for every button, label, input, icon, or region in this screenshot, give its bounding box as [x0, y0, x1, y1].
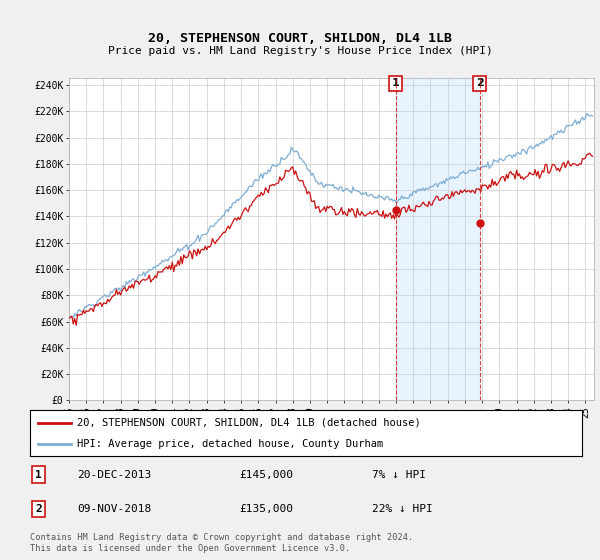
Text: 7% ↓ HPI: 7% ↓ HPI: [372, 469, 426, 479]
Text: 2: 2: [35, 503, 41, 514]
Text: 20-DEC-2013: 20-DEC-2013: [77, 469, 151, 479]
Text: Price paid vs. HM Land Registry's House Price Index (HPI): Price paid vs. HM Land Registry's House …: [107, 46, 493, 56]
Text: £145,000: £145,000: [240, 469, 294, 479]
Text: 20, STEPHENSON COURT, SHILDON, DL4 1LB: 20, STEPHENSON COURT, SHILDON, DL4 1LB: [148, 32, 452, 45]
Text: 1: 1: [392, 78, 400, 88]
Text: 1: 1: [35, 469, 41, 479]
Text: £135,000: £135,000: [240, 503, 294, 514]
Text: 2: 2: [476, 78, 484, 88]
Text: Contains HM Land Registry data © Crown copyright and database right 2024.
This d: Contains HM Land Registry data © Crown c…: [30, 533, 413, 553]
Bar: [395, 78, 480, 400]
Text: 22% ↓ HPI: 22% ↓ HPI: [372, 503, 433, 514]
Text: HPI: Average price, detached house, County Durham: HPI: Average price, detached house, Coun…: [77, 439, 383, 449]
Text: 20, STEPHENSON COURT, SHILDON, DL4 1LB (detached house): 20, STEPHENSON COURT, SHILDON, DL4 1LB (…: [77, 418, 421, 428]
Text: 09-NOV-2018: 09-NOV-2018: [77, 503, 151, 514]
